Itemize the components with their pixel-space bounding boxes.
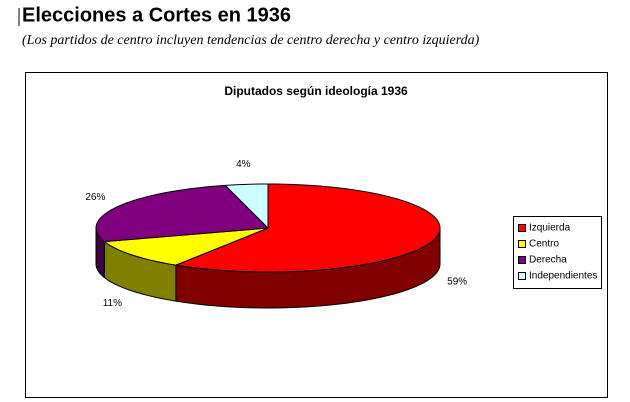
data-label: 59%: [447, 276, 467, 287]
slice: [95, 184, 269, 279]
slice-top: [175, 183, 441, 273]
chart-title: Diputados según ideología 1936: [224, 84, 408, 98]
data-label: 26%: [85, 192, 105, 203]
slice: [175, 183, 441, 309]
slice-top: [103, 227, 269, 266]
legend: [513, 216, 602, 289]
slice-top: [95, 184, 269, 243]
subtitle: (Los partidos de centro incluyen tendenc…: [22, 33, 480, 48]
slice: [224, 183, 269, 229]
page-title: Elecciones a Cortes en 1936: [22, 4, 291, 26]
slice-top: [224, 183, 269, 229]
pie: [95, 183, 441, 309]
legend-label: Derecha: [529, 255, 567, 266]
legend-swatch: [518, 272, 526, 280]
data-label: 4%: [236, 159, 251, 170]
legend-label: Centro: [529, 239, 559, 250]
legend-swatch: [518, 240, 526, 248]
legend-label: Independientes: [529, 271, 597, 282]
legend-label: Izquierda: [529, 223, 571, 234]
legend-swatch: [518, 224, 526, 232]
data-label: 11%: [103, 298, 122, 309]
legend-swatch: [518, 256, 526, 264]
